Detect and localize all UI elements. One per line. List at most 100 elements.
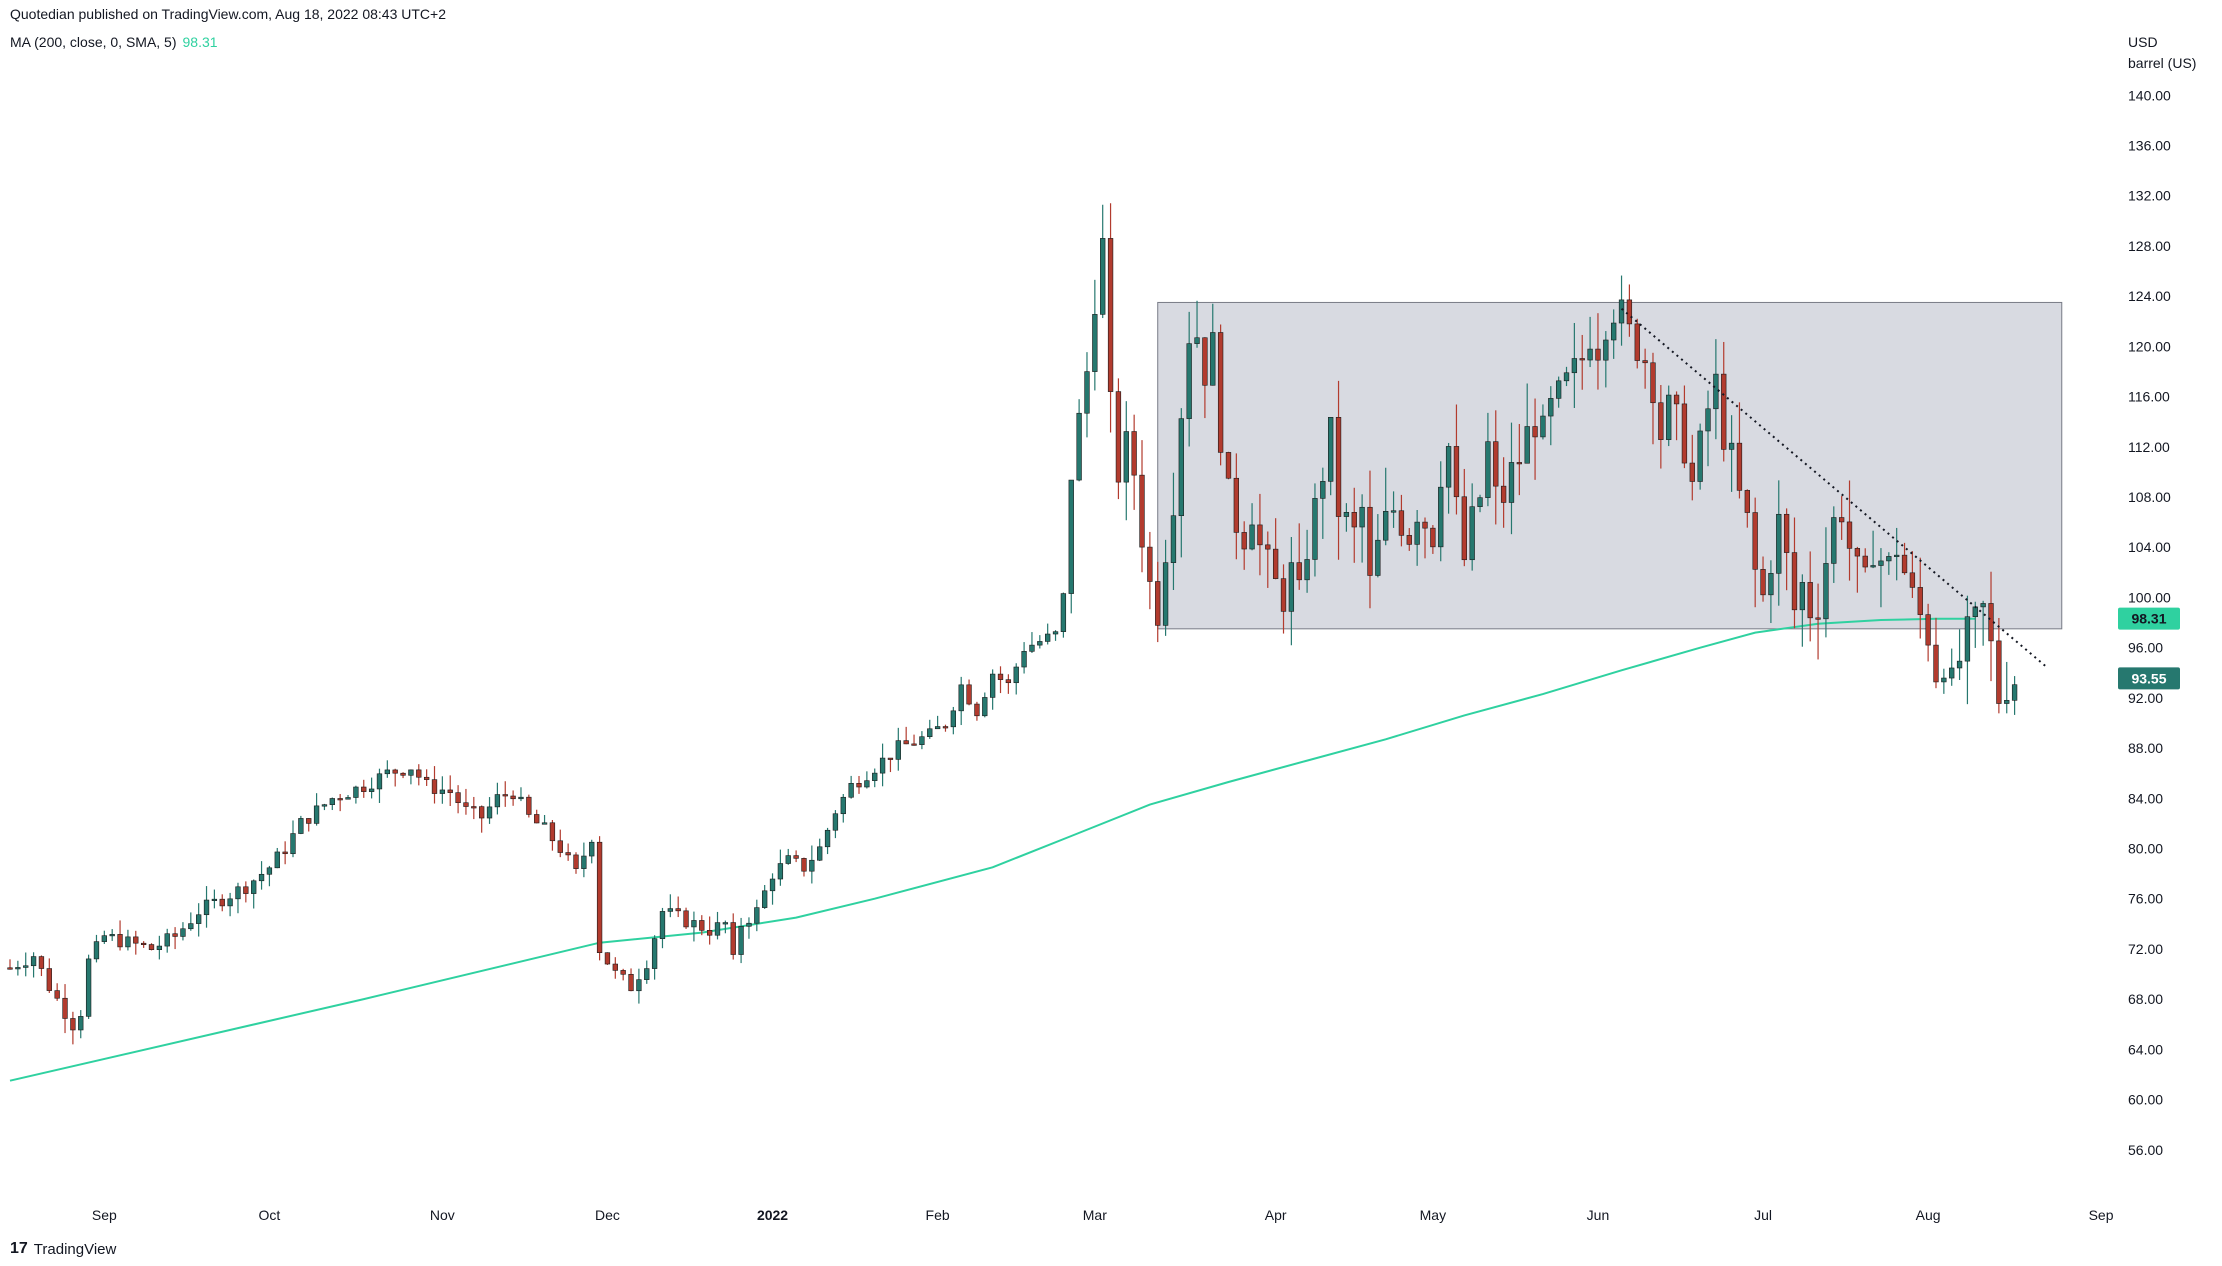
candle-body [1980, 603, 1986, 608]
candle [1461, 468, 1467, 567]
candle-body [644, 968, 650, 980]
candle [1100, 204, 1106, 319]
candle [1296, 523, 1302, 590]
candle-body [1540, 415, 1546, 438]
x-tick-label: Nov [430, 1207, 455, 1223]
y-tick-label: 60.00 [2128, 1092, 2163, 1108]
candle [1831, 506, 1837, 583]
candle-body [1894, 554, 1900, 557]
candle [1194, 300, 1200, 348]
candle-body [1383, 511, 1389, 541]
candle [1579, 334, 1585, 390]
candle [1021, 642, 1027, 674]
candle [1076, 399, 1082, 482]
candle-body [769, 878, 776, 892]
candle-body [840, 796, 846, 815]
candle [1375, 514, 1381, 578]
candle [1555, 376, 1562, 408]
candle [573, 852, 579, 874]
candle-body [1689, 462, 1695, 482]
y-tick-label: 64.00 [2128, 1041, 2163, 1057]
candle [589, 839, 595, 864]
candle-body [1886, 556, 1892, 562]
candle [911, 734, 917, 746]
candle [518, 787, 524, 802]
candle [1666, 385, 1672, 447]
candle-body [70, 1018, 76, 1031]
x-tick-label: Sep [2089, 1207, 2114, 1223]
candle [817, 838, 823, 862]
candle-body [832, 813, 839, 831]
candle [1092, 279, 1098, 391]
candle-body [1312, 498, 1318, 560]
price-badges: 98.31 93.55 [2118, 607, 2180, 690]
candle [133, 930, 139, 955]
candle-body [313, 805, 320, 824]
candle-body [793, 855, 799, 859]
candle [675, 896, 681, 918]
candle-body [1846, 521, 1853, 549]
candle-body [1972, 606, 1978, 618]
candle-body [1909, 572, 1916, 588]
candle [659, 907, 666, 949]
candle [706, 916, 713, 945]
candle [400, 772, 406, 779]
candle [1280, 564, 1287, 634]
candle [148, 943, 155, 951]
candle [809, 845, 815, 884]
candle-body [1799, 582, 1806, 611]
candle [1744, 489, 1750, 528]
candle [1139, 440, 1145, 573]
candle-body [1045, 633, 1051, 642]
candle [534, 809, 540, 824]
candle-body [416, 769, 422, 778]
candle-body [848, 783, 854, 798]
candle [101, 930, 107, 944]
candle-body [148, 944, 155, 950]
candle [1618, 275, 1625, 346]
candle-body [431, 779, 438, 794]
candle-body [1210, 332, 1216, 386]
candle-body [549, 822, 556, 842]
candle [793, 850, 799, 863]
y-tick-label: 96.00 [2128, 640, 2163, 656]
candle-body [636, 979, 642, 992]
candle-body [1241, 532, 1247, 550]
candle [1673, 391, 1680, 441]
candle-body [1477, 497, 1483, 507]
candle [1878, 548, 1884, 608]
candle [85, 954, 92, 1019]
candle [408, 769, 414, 785]
candle-body [211, 898, 218, 901]
candle-body [1107, 238, 1114, 392]
candle [486, 797, 493, 824]
candle [78, 1010, 84, 1039]
candle-body [1398, 510, 1405, 536]
candle [1728, 415, 1735, 492]
candle-body [1335, 417, 1342, 517]
candle-body [1736, 442, 1743, 491]
candle [1343, 503, 1350, 532]
candle [934, 715, 941, 730]
candle-body [526, 796, 532, 815]
candle [1721, 341, 1727, 462]
candle [1705, 390, 1711, 467]
candle [699, 915, 705, 936]
candle-body [809, 859, 815, 872]
candle [872, 768, 878, 788]
candle-body [1100, 238, 1106, 315]
candle-body [1500, 485, 1507, 503]
candle [1265, 531, 1271, 588]
candle [298, 815, 304, 835]
candle-body [1037, 641, 1043, 646]
candle [730, 913, 736, 960]
tradingview-footer[interactable]: 17 TradingView [10, 1240, 116, 1258]
candle-body [1508, 462, 1515, 503]
indicator-legend[interactable]: MA (200, close, 0, SMA, 5) 98.31 [10, 34, 218, 50]
candle [612, 957, 618, 979]
candle [2011, 676, 2018, 715]
candle-body [919, 736, 925, 745]
candle [431, 766, 438, 804]
x-tick-label: Jul [1754, 1207, 1772, 1223]
